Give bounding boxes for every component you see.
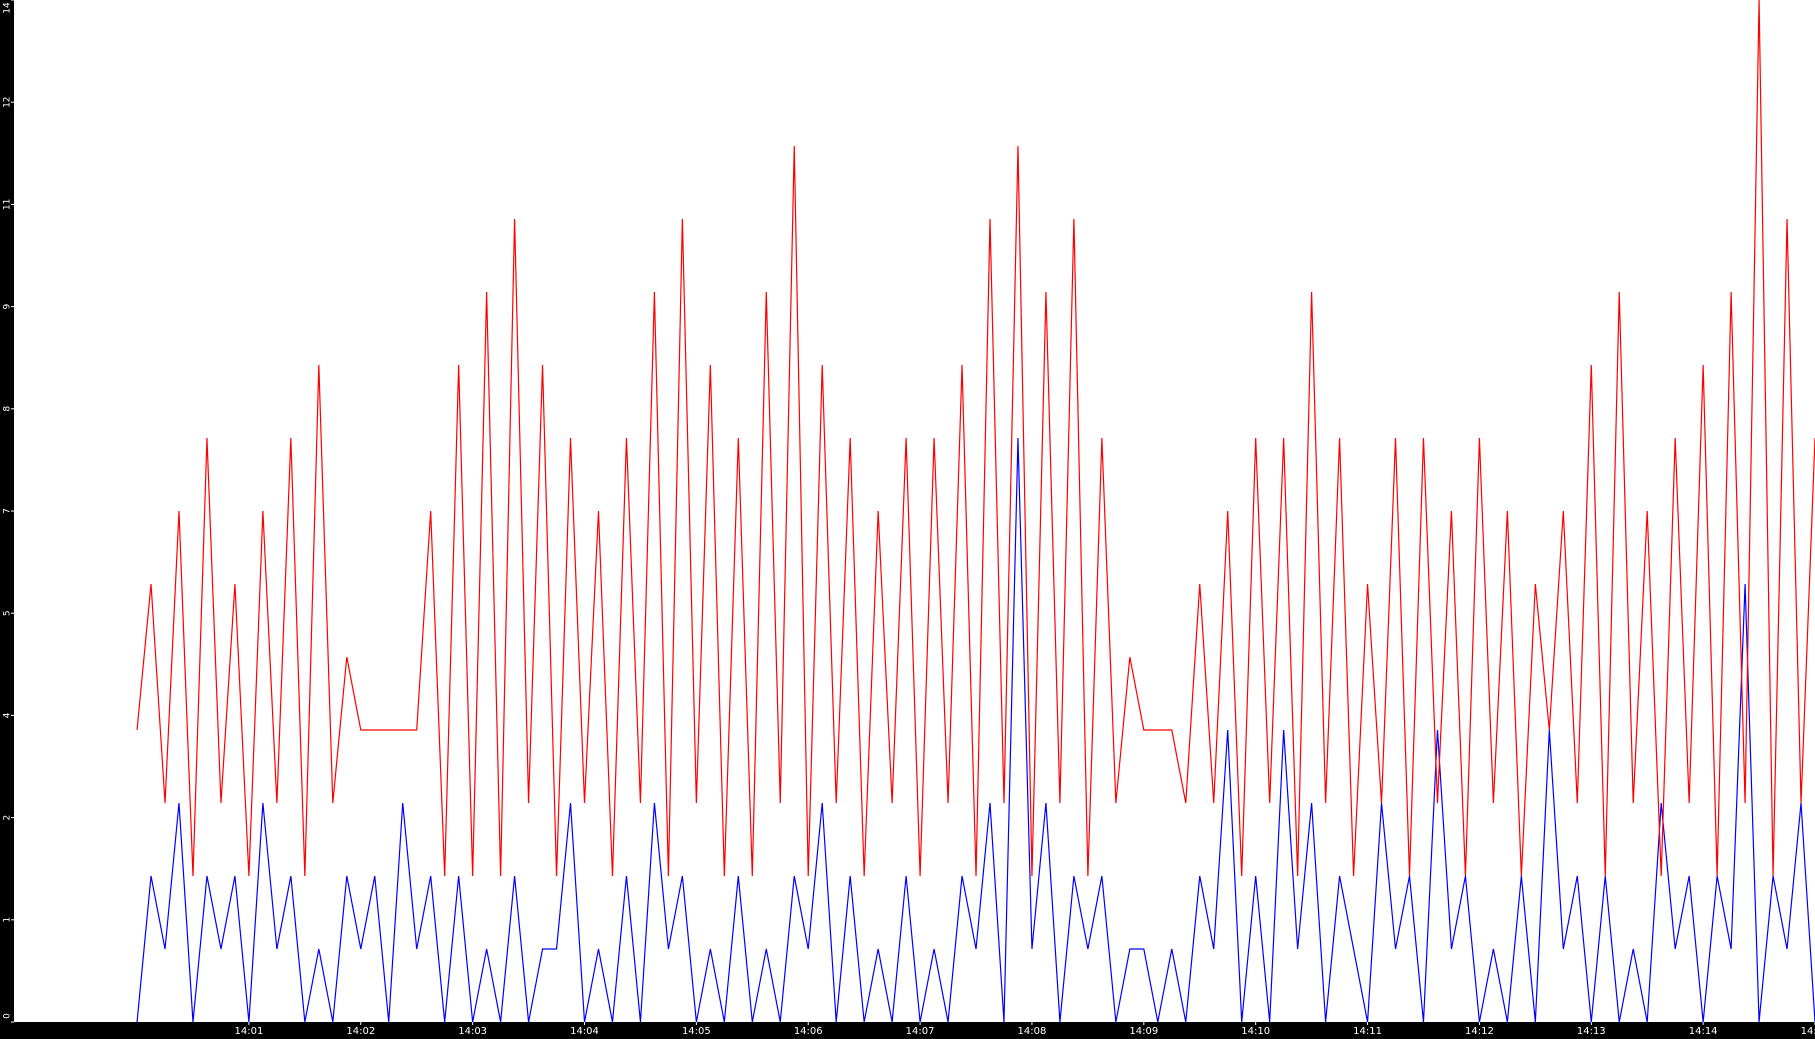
y-tick-label: 9 (3, 303, 13, 309)
y-tick-label: 2 (3, 815, 13, 821)
series-line (136, 437, 1815, 1023)
x-tick-label: 14:03 (458, 1026, 487, 1037)
x-tick-label: 14:14 (1689, 1026, 1718, 1037)
x-tick-label: 14:13 (1577, 1026, 1606, 1037)
y-tick-label: 8 (3, 406, 13, 412)
x-tick-label: 14:09 (1129, 1026, 1158, 1037)
y-tick-label: 4 (3, 712, 13, 718)
y-axis-strip (0, 0, 14, 1039)
y-tick-label: 1 (3, 917, 13, 923)
x-tick-label: 14:15 (1801, 1026, 1815, 1037)
x-tick-label: 14:06 (794, 1026, 823, 1037)
y-tick-label: 12 (3, 96, 13, 107)
y-tick-label: 11 (3, 199, 13, 210)
series-line (136, 0, 1815, 877)
x-tick-label: 14:04 (570, 1026, 599, 1037)
x-tick-label: 14:01 (234, 1026, 263, 1037)
y-tick-label: 14 (3, 2, 13, 14)
x-tick-label: 14:12 (1465, 1026, 1494, 1037)
x-tick-label: 14:07 (906, 1026, 935, 1037)
y-tick-label: 5 (3, 610, 13, 616)
y-tick-label: 7 (3, 508, 13, 514)
x-axis-strip (0, 1022, 1815, 1039)
x-tick-label: 14:05 (682, 1026, 711, 1037)
y-tick-label: 0 (3, 1013, 13, 1019)
x-tick-label: 14:11 (1353, 1026, 1382, 1037)
x-tick-label: 14:02 (346, 1026, 375, 1037)
x-tick-label: 14:08 (1018, 1026, 1047, 1037)
x-tick-label: 14:10 (1241, 1026, 1270, 1037)
